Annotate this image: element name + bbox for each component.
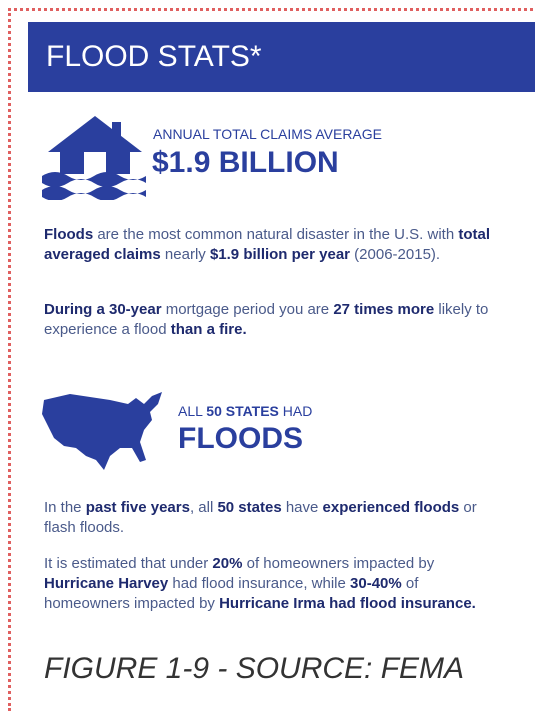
dotted-border <box>8 8 535 711</box>
text-run: It is estimated that under <box>44 555 213 572</box>
text-run: 27 times more <box>333 301 435 318</box>
text-run: $1.9 billion per year <box>209 246 351 263</box>
text-run: 30-40% <box>350 575 402 592</box>
text-run: experienced floods <box>322 499 460 516</box>
us-map-icon <box>42 392 162 470</box>
states-paragraph: It is estimated that under 20% of homeow… <box>44 554 499 614</box>
text-run: (2006-2015). <box>350 246 441 263</box>
text-run: likely to experience a flood <box>44 301 489 338</box>
text-run: During a 30-year <box>44 301 162 318</box>
text-run: Hurricane Irma had flood insurance. <box>219 595 476 612</box>
text-run: nearly <box>160 246 210 263</box>
page: FLOOD STATS* ANNUAL TOTAL CLAIMS AVERAGE… <box>8 8 535 711</box>
text-run: are the most common natural disaster in … <box>93 226 459 243</box>
figure-caption: FIGURE 1-9 - SOURCE: FEMA <box>44 652 465 685</box>
text-run: of homeowners impacted by <box>44 575 419 612</box>
text-run: of homeowners impacted by <box>242 555 435 572</box>
text-run: mortgage period you are <box>161 301 334 318</box>
house-flood-icon <box>42 116 146 200</box>
claims-paragraph: Floods are the most common natural disas… <box>44 225 499 265</box>
states-value: FLOODS <box>178 422 303 455</box>
text-run: or flash floods. <box>44 499 477 536</box>
text-run: 20% <box>212 555 243 572</box>
text-run: 50 states <box>217 499 282 516</box>
header-title: FLOOD STATS* <box>46 40 262 73</box>
text-run: ALL <box>178 403 207 419</box>
states-paragraph: In the past five years, all 50 states ha… <box>44 498 499 538</box>
states-label: ALL 50 STATES HAD <box>178 403 312 419</box>
text-run: had flood insurance, while <box>168 575 351 592</box>
text-run: Hurricane Harvey <box>44 575 169 592</box>
text-run: than a fire. <box>170 321 247 338</box>
text-run: HAD <box>278 403 313 419</box>
claims-value: $1.9 BILLION <box>152 146 339 179</box>
text-run: total averaged claims <box>44 226 490 263</box>
text-run: In the <box>44 499 86 516</box>
claims-label: ANNUAL TOTAL CLAIMS AVERAGE <box>153 126 382 142</box>
claims-paragraph: During a 30-year mortgage period you are… <box>44 300 499 340</box>
text-run: past five years <box>85 499 190 516</box>
text-run: 50 STATES <box>206 403 279 419</box>
text-run: , all <box>189 499 218 516</box>
text-run: Floods <box>44 226 94 243</box>
text-run: have <box>281 499 323 516</box>
header-bar: FLOOD STATS* <box>28 22 535 92</box>
